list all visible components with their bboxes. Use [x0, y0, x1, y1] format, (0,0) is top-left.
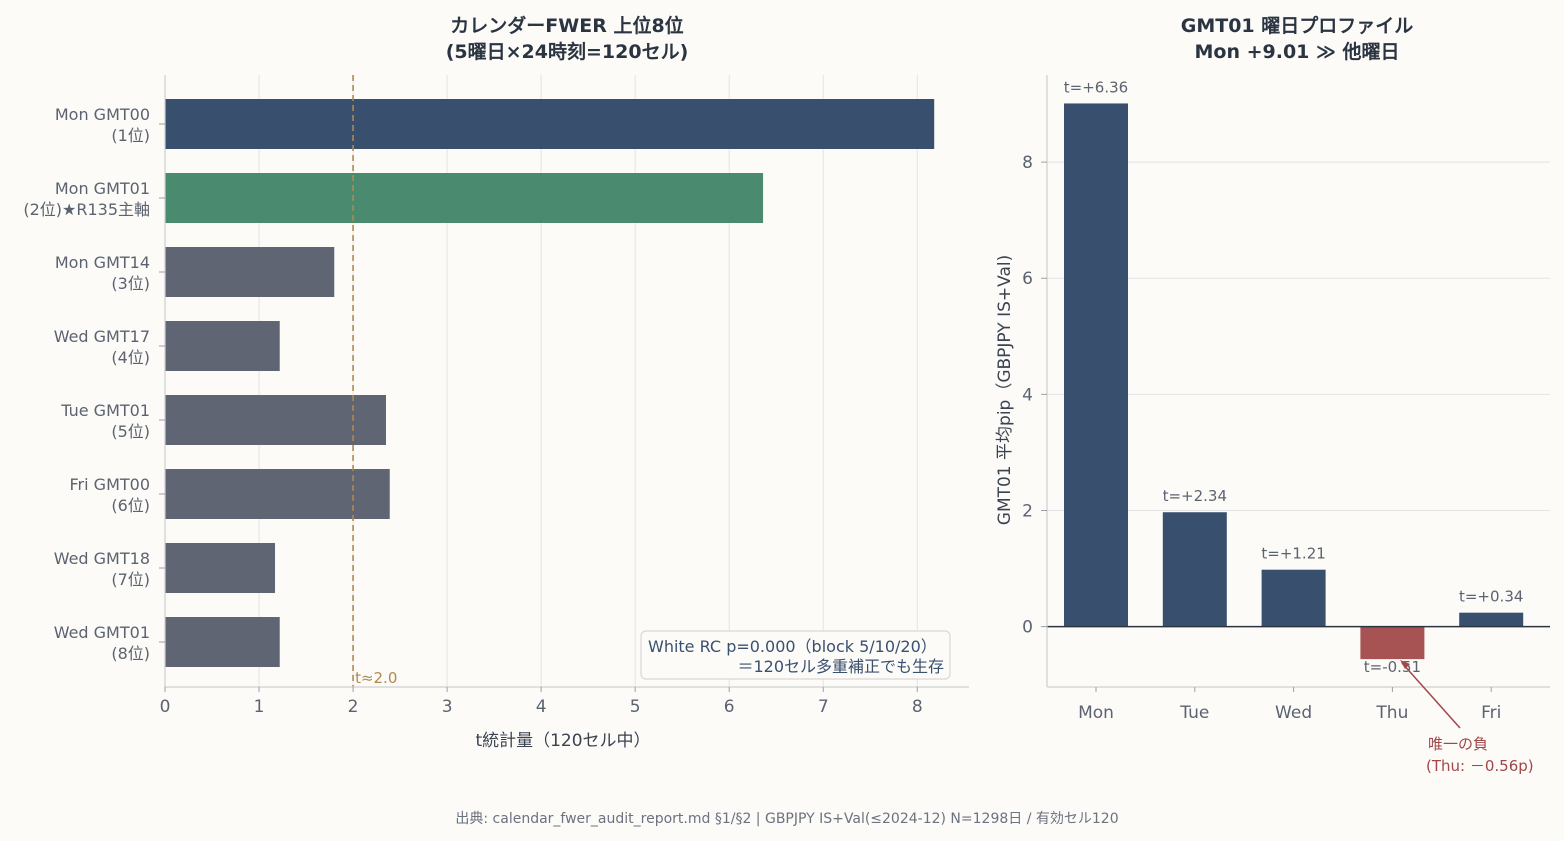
left-x-tick-label: 7: [818, 697, 829, 717]
annotation-box-frame: [640, 630, 951, 680]
left-y-tick-sublabel: (8位): [111, 644, 150, 663]
left-y-tick-sublabel: (1位): [111, 126, 150, 145]
left-grid: [258, 75, 918, 687]
right-y-tick-label: 2: [1022, 501, 1033, 521]
left-x-tick-label: 1: [254, 697, 265, 717]
left-x-ticks: 0 1 2 3 4 5 6 7 8: [160, 687, 923, 717]
left-x-tick-label: 5: [630, 697, 641, 717]
left-chart: カレンダーFWER 上位8位 (5曜日×24時刻=120セル) t≈2.0 0 1…: [23, 14, 969, 751]
right-x-tick-label: Fri: [1481, 703, 1501, 723]
left-y-tick-sublabel: (5位): [111, 422, 150, 441]
right-y-axis-label: GMT01 平均pip（GBPJPY IS+Val): [995, 255, 1015, 525]
left-bars: [165, 99, 935, 667]
right-y-tick-label: 0: [1022, 618, 1033, 638]
left-bar: [165, 173, 764, 223]
right-bar: [1064, 103, 1128, 627]
annotation-box-line2: ＝120セル多重補正でも生存: [737, 657, 944, 676]
left-bar: [165, 543, 276, 593]
left-x-tick-label: 3: [442, 697, 453, 717]
left-chart-subtitle: (5曜日×24時刻=120セル): [446, 40, 689, 63]
right-x-tick-label: Tue: [1179, 703, 1209, 723]
left-bar: [165, 617, 280, 667]
source-footer: 出典: calendar_fwer_audit_report.md §1/§2 …: [455, 811, 1118, 827]
left-x-tick-label: 8: [912, 697, 923, 717]
left-y-tick-label: Wed GMT17: [54, 327, 150, 346]
left-y-tick-label: Mon GMT14: [55, 253, 150, 272]
left-y-tick-label: Wed GMT18: [54, 549, 150, 568]
left-y-tick-label: Mon GMT01: [55, 179, 150, 198]
left-y-tick-label: Mon GMT00: [55, 105, 150, 124]
right-y-tick-label: 6: [1022, 269, 1033, 289]
left-bar: [165, 99, 935, 149]
right-bar: [1261, 569, 1326, 627]
left-x-tick-label: 6: [724, 697, 735, 717]
right-x-ticks: Mon Tue Wed Thu Fri: [1078, 687, 1501, 723]
right-y-ticks: 0 2 4 6 8: [1022, 153, 1047, 638]
left-x-tick-label: 2: [348, 697, 359, 717]
annotation-box: White RC p=0.000（block 5/10/20） ＝120セル多重…: [640, 630, 951, 680]
right-bar-label: t=-0.51: [1364, 658, 1421, 676]
threshold-label: t≈2.0: [355, 669, 397, 687]
left-x-tick-label: 4: [536, 697, 547, 717]
right-chart-title: GMT01 曜日プロファイル: [1181, 14, 1414, 37]
left-y-tick-label: Tue GMT01: [60, 401, 150, 420]
left-bar: [165, 247, 335, 297]
right-bar-label: t=+1.21: [1261, 545, 1325, 563]
annotation-line2: (Thu: －0.56p): [1426, 757, 1534, 775]
left-y-tick-sublabel: (4位): [111, 348, 150, 367]
right-chart: GMT01 曜日プロファイル Mon +9.01 ≫ 他曜日 t=+6.36t=…: [995, 14, 1550, 775]
annotation-line1: 唯一の負: [1428, 735, 1488, 753]
right-bar: [1459, 612, 1524, 627]
right-bar-label: t=+2.34: [1163, 487, 1227, 505]
left-y-tick-sublabel: (7位): [111, 570, 150, 589]
left-bar: [165, 469, 390, 519]
right-bar-label: t=+0.34: [1459, 588, 1523, 606]
right-chart-subtitle: Mon +9.01 ≫ 他曜日: [1194, 40, 1399, 63]
threshold-line: t≈2.0: [352, 75, 397, 687]
annotation-arrowhead: [1400, 660, 1410, 669]
right-bar: [1162, 512, 1227, 627]
right-x-tick-label: Thu: [1375, 703, 1408, 723]
left-y-tick-sublabel: (6位): [111, 496, 150, 515]
right-bars: t=+6.36 t=+2.34 t=+1.21 t=-0.51 t=+0.34: [1064, 78, 1524, 676]
right-bar-label: t=+6.36: [1064, 78, 1128, 96]
left-y-tick-sublabel: (3位): [111, 274, 150, 293]
left-x-axis-label: t統計量（120セル中）: [475, 731, 650, 751]
right-x-tick-label: Mon: [1078, 703, 1114, 723]
left-chart-title: カレンダーFWER 上位8位: [450, 14, 683, 37]
annotation-arrow: [1401, 662, 1461, 729]
left-bar: [165, 395, 386, 445]
annotation-box-line1: White RC p=0.000（block 5/10/20）: [648, 637, 937, 656]
right-bar: [1360, 626, 1425, 660]
right-y-tick-label: 8: [1022, 153, 1033, 173]
left-y-tick-label: Fri GMT00: [70, 475, 150, 494]
right-y-tick-label: 4: [1022, 385, 1033, 405]
left-bar: [165, 321, 280, 371]
left-y-tick-sublabel: (2位)★R135主軸: [23, 200, 150, 219]
thu-annotation: 唯一の負 (Thu: －0.56p): [1400, 660, 1534, 775]
left-y-labels: Mon GMT00 (1位) Mon GMT01 (2位)★R135主軸 Mon GMT…: [23, 105, 165, 663]
left-x-tick-label: 0: [160, 697, 171, 717]
left-y-tick-label: Wed GMT01: [54, 623, 150, 642]
right-x-tick-label: Wed: [1275, 703, 1312, 723]
